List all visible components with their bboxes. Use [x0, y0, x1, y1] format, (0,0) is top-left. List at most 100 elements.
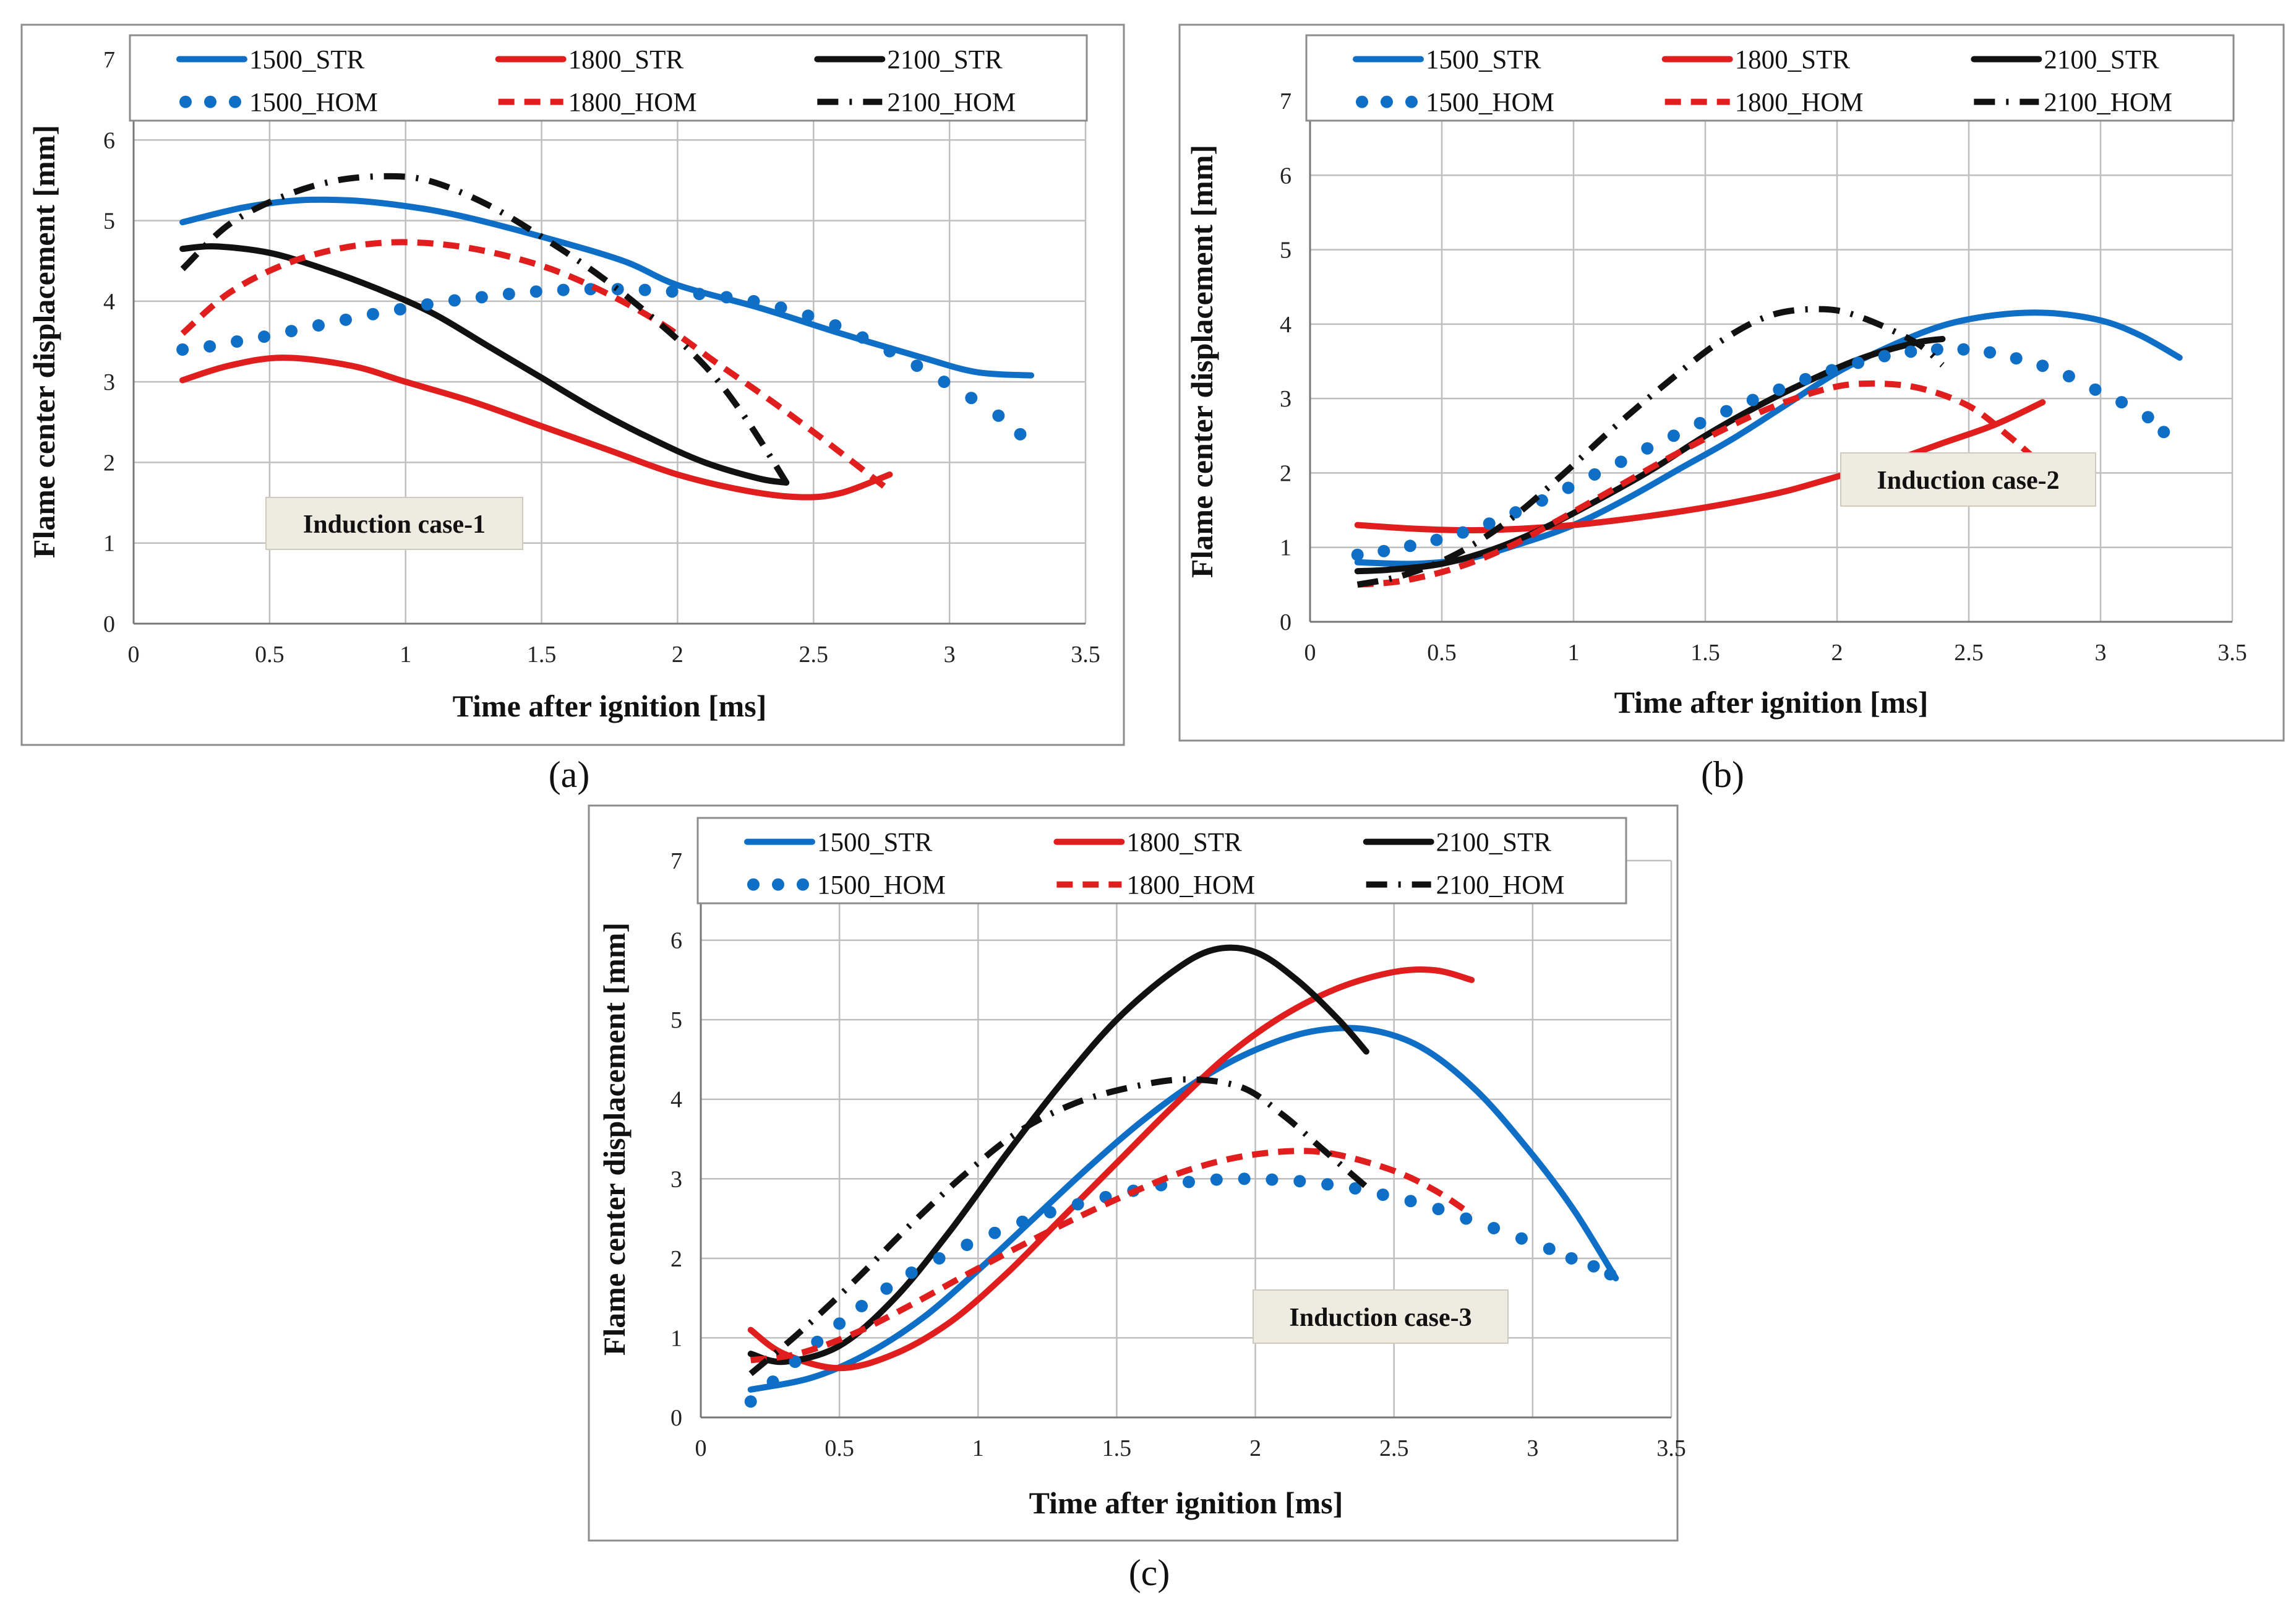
series-point-1500-hom [1014, 428, 1027, 441]
series-point-1500-hom [1348, 1182, 1361, 1195]
panel-label: (a) [549, 754, 590, 795]
legend-label-1800-str: 1800_STR [568, 46, 684, 75]
legend-label-2100-str: 2100_STR [887, 46, 1003, 75]
series-point-1500-hom [1543, 1242, 1556, 1255]
series-group [744, 944, 1619, 1408]
series-point-1500-hom [766, 1375, 779, 1388]
series-point-1500-hom [829, 319, 842, 332]
legend-label-1800-str: 1800_STR [1735, 46, 1851, 75]
panel-frame [1178, 24, 2285, 742]
annotation-box [265, 497, 523, 550]
y-tick-label: 5 [1280, 238, 1292, 264]
y-axis-title: Flame center displacement [mm] [1184, 145, 1219, 578]
legend-label-2100-str: 2100_STR [2044, 46, 2159, 75]
panel-c: 0 0.5 1 1.5 2 2.5 3 3.5 0 1 2 3 4 5 6 7 Time after ignit… [588, 804, 1686, 1542]
y-tick-label: 6 [1280, 163, 1292, 189]
series-point-1500-hom [883, 345, 896, 358]
series-line-2100-str [179, 243, 790, 486]
x-tick-label: 0.5 [255, 642, 285, 668]
series-point-1500-hom [961, 1239, 974, 1251]
y-tick-label: 2 [103, 450, 115, 476]
series-point-1500-hom [1430, 533, 1443, 546]
series-point-1500-hom [1457, 526, 1470, 539]
x-tick-label: 3 [2095, 640, 2107, 666]
legend-label-1500-hom: 1500_HOM [1426, 88, 1554, 118]
series-point-1500-hom [905, 1266, 918, 1279]
series-line-2100-hom [748, 1076, 1369, 1377]
y-tick-label: 5 [670, 1007, 682, 1033]
series-point-1500-hom [557, 283, 570, 296]
y-tick-label: 1 [103, 531, 115, 557]
annotation-label: Induction case-3 [1289, 1304, 1471, 1332]
series-point-1500-hom [1984, 346, 1997, 359]
series-line-1800-hom [180, 239, 892, 493]
series-point-1500-hom [393, 303, 406, 316]
y-tick-label: 4 [1280, 312, 1292, 338]
x-tick-label: 2.5 [1954, 640, 1984, 666]
legend-swatch-1500-hom [1356, 95, 1368, 108]
y-tick-label: 7 [670, 848, 682, 874]
series-line-1800-str [747, 966, 1475, 1372]
series-line-2100-hom [1356, 306, 1945, 588]
legend-box [696, 817, 1627, 905]
series-point-1500-hom [1266, 1173, 1279, 1186]
x-tick-label: 2 [672, 642, 683, 668]
series-point-1500-hom [1404, 1195, 1417, 1208]
series-point-1500-hom [1930, 343, 1943, 356]
legend-swatch-1500-hom [204, 95, 216, 108]
series-line-1800-hom [750, 1148, 1473, 1364]
y-tick-label: 6 [670, 928, 682, 954]
series-point-1500-hom [638, 283, 651, 296]
series-point-1500-hom [285, 325, 298, 338]
series-point-1500-hom [855, 1300, 868, 1312]
x-tick-label: 2 [1831, 640, 1843, 666]
y-tick-label: 4 [670, 1087, 682, 1113]
series-point-1500-hom [203, 340, 216, 353]
y-tick-label: 1 [670, 1325, 682, 1351]
x-tick-label: 0.5 [825, 1435, 854, 1461]
x-tick-label: 3.5 [2217, 640, 2247, 666]
series-line-1800-hom [1357, 380, 2045, 588]
series-point-1500-hom [802, 309, 815, 322]
x-tick-label: 1.5 [527, 642, 557, 668]
legend-label-2100-str: 2100_STR [1436, 828, 1552, 858]
series-point-1500-hom [1957, 343, 1970, 356]
series-point-1500-hom [720, 291, 733, 304]
legend-label-1500-hom: 1500_HOM [817, 871, 946, 900]
legend-label-1800-hom: 1800_HOM [1735, 88, 1864, 118]
panel-frame [20, 24, 1125, 746]
legend-label-1500-str: 1500_STR [249, 46, 365, 75]
series-point-1500-hom [1588, 468, 1601, 481]
series-point-1500-hom [933, 1252, 946, 1265]
series-point-1500-hom [1488, 1222, 1501, 1234]
y-tick-label: 0 [1280, 609, 1292, 635]
x-axis-title: Time after ignition [ms] [1614, 685, 1929, 720]
series-point-1500-hom [2157, 426, 2170, 439]
y-tick-label: 3 [670, 1166, 682, 1192]
series-point-1500-hom [258, 330, 271, 343]
legend-label-2100-hom: 2100_HOM [2044, 88, 2172, 118]
series-point-1500-hom [1016, 1215, 1029, 1228]
series-point-1500-hom [910, 359, 923, 372]
x-axis-title: Time after ignition [ms] [1029, 1486, 1343, 1520]
series-point-1500-hom [2036, 359, 2049, 372]
x-tick-label: 2.5 [799, 642, 829, 668]
legend-label-1500-str: 1500_STR [817, 828, 933, 858]
y-tick-label: 3 [1280, 386, 1292, 412]
series-group [176, 173, 1035, 501]
series-point-1500-hom [529, 285, 542, 298]
series-line-2100-hom [180, 173, 789, 484]
series-point-1500-hom [1483, 517, 1496, 530]
series-point-1500-hom [1535, 494, 1548, 507]
series-point-1500-hom [1238, 1172, 1251, 1185]
y-axis-title: Flame center displacement [mm] [27, 125, 61, 558]
x-tick-label: 1.5 [1102, 1435, 1132, 1461]
series-point-1500-hom [421, 298, 434, 311]
series-point-1500-hom [1641, 442, 1654, 455]
legend-swatch-1500-hom [179, 95, 192, 108]
series-line-1500-str [179, 196, 1035, 379]
x-tick-label: 1 [400, 642, 411, 668]
y-tick-label: 1 [1280, 535, 1292, 561]
series-line-1500-str [1354, 309, 2183, 567]
x-tick-label: 1 [1568, 640, 1580, 666]
